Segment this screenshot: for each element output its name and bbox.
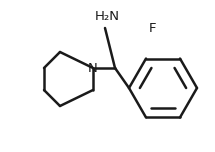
Text: N: N xyxy=(88,62,98,74)
Text: F: F xyxy=(149,22,157,35)
Text: H₂N: H₂N xyxy=(95,10,120,23)
